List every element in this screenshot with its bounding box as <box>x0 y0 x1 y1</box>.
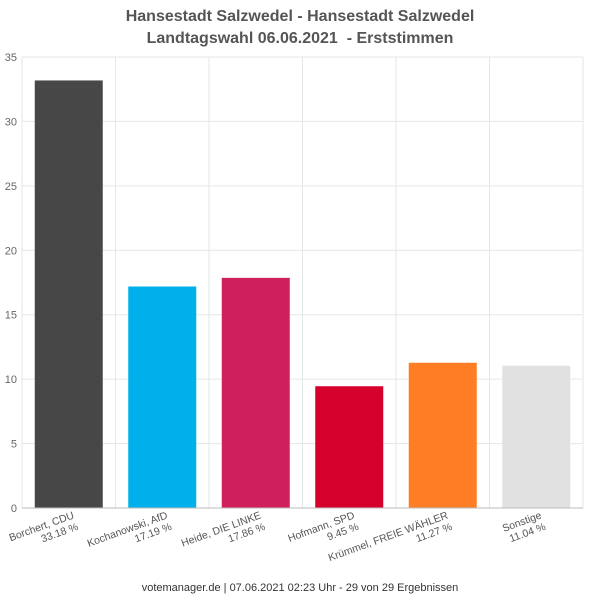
y-tick-label: 35 <box>5 52 17 64</box>
x-tick-label: Sonstige11.04 % <box>501 509 548 546</box>
x-tick-label: Borchert, CDU33.18 % <box>8 510 80 556</box>
chart-title-line-2: Landtagswahl 06.06.2021 - Erststimmen <box>146 30 454 47</box>
bar-5 <box>408 362 477 508</box>
chart-title: Hansestadt Salzwedel - Hansestadt Salzwe… <box>0 6 600 50</box>
x-tick-label: Heide, DIE LINKE17.86 % <box>180 510 267 561</box>
y-tick-label: 0 <box>11 503 17 515</box>
y-tick-label: 5 <box>11 439 17 451</box>
y-tick-label: 10 <box>5 374 17 386</box>
x-tick-label: Kochanowski, AfD17.19 % <box>86 509 174 561</box>
y-tick-label: 15 <box>5 310 17 322</box>
bar-6 <box>502 365 571 508</box>
y-tick-label: 30 <box>5 116 17 128</box>
footer-text: votemanager.de | 07.06.2021 02:23 Uhr - … <box>141 582 459 594</box>
bar-3 <box>221 277 290 508</box>
bar-2 <box>128 286 197 508</box>
y-tick-label: 25 <box>5 181 17 193</box>
chart-title-line-1: Hansestadt Salzwedel - Hansestadt Salzwe… <box>125 8 475 25</box>
bar-4 <box>315 386 384 508</box>
bar-1 <box>34 80 103 509</box>
y-tick-label: 20 <box>5 245 17 257</box>
